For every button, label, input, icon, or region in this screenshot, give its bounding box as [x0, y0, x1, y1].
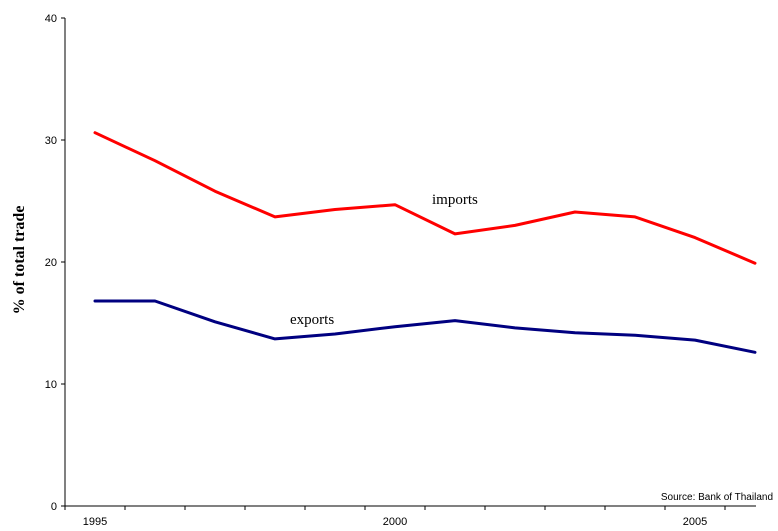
axes	[64, 18, 756, 507]
x-tick-label: 2000	[383, 516, 407, 528]
x-tick-label: 2005	[683, 516, 707, 528]
series-label-exports: exports	[290, 312, 334, 328]
source-note: Source: Bank of Thailand	[661, 492, 773, 503]
labels-layer: % of total trade imports exports Source:…	[11, 192, 773, 503]
series-line-exports	[93, 299, 757, 354]
axis-ticks: 0 10 20 30 40 1995 2000 2005	[45, 13, 726, 528]
y-tick-label: 30	[45, 135, 57, 147]
series-line-imports	[93, 131, 757, 265]
series-layer	[93, 131, 757, 354]
y-tick-label: 40	[45, 13, 57, 25]
y-tick-label: 20	[45, 257, 57, 269]
y-tick-label: 0	[51, 501, 57, 513]
series-label-imports: imports	[432, 192, 478, 208]
y-tick-label: 10	[45, 379, 57, 391]
x-tick-label: 1995	[83, 516, 107, 528]
y-axis-label: % of total trade	[11, 206, 28, 315]
